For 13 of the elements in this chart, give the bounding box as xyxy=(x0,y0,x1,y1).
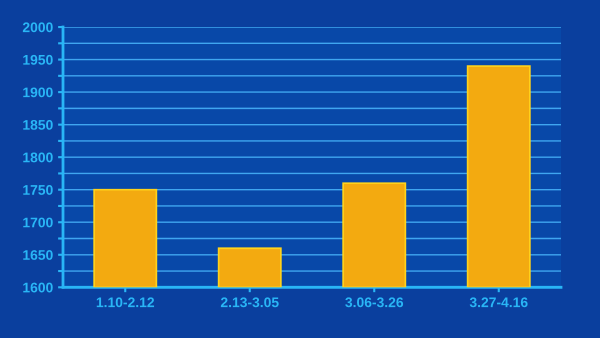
y-tick-label: 2000 xyxy=(22,22,53,32)
y-tick-label: 1950 xyxy=(23,54,53,65)
y-tick-label: 1800 xyxy=(23,152,53,162)
x-tick-label: 1.10-2.12 xyxy=(96,297,154,308)
y-tick-label: 1700 xyxy=(23,218,53,228)
x-tick-label: 3.06-3.26 xyxy=(345,297,404,308)
x-tick-label: 2.13-3.05 xyxy=(220,297,279,308)
x-tick-label: 3.27-4.16 xyxy=(470,297,528,308)
y-tick-label: 1750 xyxy=(23,185,53,195)
y-tick-label: 1850 xyxy=(23,120,53,130)
y-tick-label: 1650 xyxy=(23,250,53,260)
y-tick-label: 1900 xyxy=(23,87,53,98)
y-tick-label: 1600 xyxy=(23,282,53,292)
